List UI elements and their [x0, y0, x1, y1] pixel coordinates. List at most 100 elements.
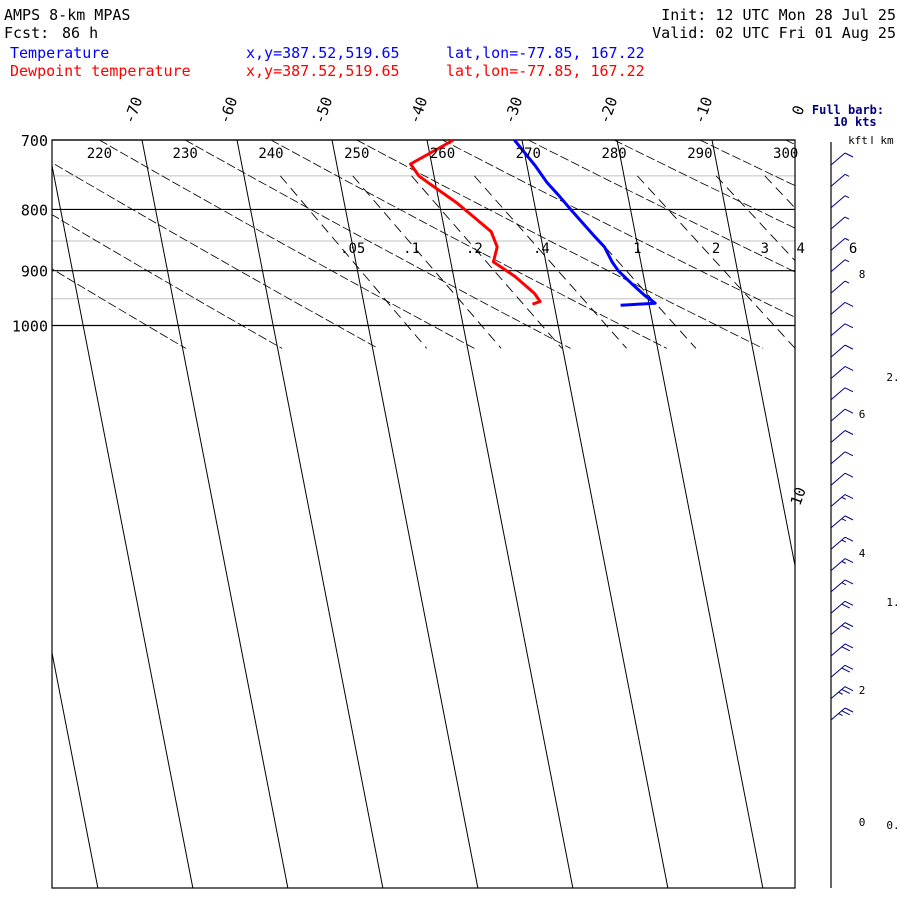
kft-unit-label: kft [848, 134, 868, 147]
dry-adiabat-label: 290 [687, 146, 712, 162]
wind-barb [830, 237, 850, 251]
mixing-ratio-label: 2 [712, 241, 720, 257]
wind-barb-flag [844, 643, 854, 649]
kft-tick-label: 8 [859, 268, 866, 281]
wind-barb-flag [844, 515, 854, 521]
wind-barb-staff [830, 579, 846, 593]
isotherm-line [52, 163, 194, 888]
wind-barb-staff [830, 259, 846, 273]
wind-barb [830, 536, 854, 550]
dry-adiabat-line [52, 162, 379, 349]
wind-barb-half-flag [838, 713, 843, 717]
pressure-tick-label: 800 [21, 201, 48, 219]
kft-tick-label: 4 [859, 547, 866, 560]
wind-barb-flag [841, 689, 851, 694]
mixing-ratio-line [764, 175, 795, 209]
wind-barb [830, 408, 854, 422]
isotherm-line [0, 140, 3, 888]
pressure-tick-label: 700 [21, 132, 48, 150]
wind-barb [830, 558, 854, 571]
isotherm-line [236, 140, 384, 888]
wind-barb-staff [830, 643, 846, 657]
mixing-ratio-label: .4 [533, 241, 550, 257]
wind-barb-flag [841, 624, 851, 630]
temperature-legend-label: Temperature [10, 44, 110, 62]
temperature-profile [513, 140, 657, 307]
wind-barb-flag [844, 622, 854, 628]
dry-adiabat-line [442, 140, 795, 318]
wind-barb [830, 494, 854, 507]
mixing-ratio-line [892, 176, 900, 348]
isotherm-label: 0 [788, 103, 808, 118]
wind-barb [830, 579, 854, 593]
wind-barb-staff [830, 408, 846, 422]
wind-barb-flag [844, 686, 854, 692]
wind-barb-staff [830, 366, 846, 379]
km-unit-label: km [880, 134, 894, 147]
wind-barb-flag [841, 603, 851, 609]
barb-legend-speed: 10 kts [833, 115, 876, 129]
isotherm-label: -40 [405, 94, 431, 126]
wind-barb-half-flag [844, 280, 850, 284]
pressure-tick-label: 1000 [12, 317, 48, 335]
dry-adiabat-label: 220 [87, 146, 112, 162]
wind-barb-staff [830, 173, 846, 187]
wind-barb [830, 173, 850, 187]
wind-barb-staff [830, 238, 846, 251]
wind-barb-flag [844, 301, 854, 307]
mixing-ratio-label: 4 [796, 241, 804, 257]
dry-adiabat-label: 250 [344, 146, 369, 162]
mixing-ratio-label: .05 [340, 241, 365, 257]
wind-barb-half-flag [844, 216, 850, 220]
wind-barb-flag [844, 600, 854, 606]
isotherm-line [52, 650, 99, 888]
wind-barb-staff [830, 152, 846, 166]
wind-barb-half-flag [844, 173, 850, 177]
wind-barb-staff [830, 622, 846, 635]
km-tick-label: 1. [886, 596, 899, 609]
wind-barb [830, 643, 854, 657]
mixing-ratio-line [636, 175, 795, 349]
wind-barb-flag [844, 323, 854, 329]
wind-barb-staff [830, 387, 846, 401]
plot-frame [51, 139, 796, 889]
wind-barb [830, 216, 850, 230]
isotherm-line [521, 140, 669, 888]
dry-adiabat-line [99, 140, 475, 349]
wind-barb-flag [841, 667, 851, 673]
isotherm-label: -30 [500, 94, 526, 126]
forecast-label: Fcst: [4, 24, 50, 42]
wind-barb [830, 366, 854, 379]
wind-barb [830, 707, 854, 721]
wind-barb-flag [841, 646, 851, 652]
wind-barb-staff [830, 451, 846, 465]
dry-adiabat-line [872, 140, 900, 348]
valid-time: Valid: 02 UTC Fri 01 Aug 25 [652, 24, 896, 42]
km-tick-label: 0. [886, 819, 899, 832]
wind-barb-staff [830, 558, 846, 571]
wind-barb [830, 259, 850, 273]
isotherm-label: -10 [690, 94, 716, 126]
mixing-ratio-line [352, 175, 502, 349]
isotherm-line [616, 140, 764, 888]
km-tick-label: 2. [886, 371, 899, 384]
mixing-ratio-label: .1 [403, 241, 420, 257]
dry-adiabat-label: 230 [173, 146, 198, 162]
mixing-ratio-label: 3 [761, 241, 769, 257]
kft-tick-label: 6 [859, 408, 866, 421]
isotherm-line [426, 140, 574, 888]
isotherm-line [711, 140, 795, 569]
wind-barb-flag [844, 579, 854, 585]
model-title: AMPS 8-km MPAS [4, 6, 131, 24]
wind-barb-half-flag [841, 518, 847, 522]
isotherm-line [141, 140, 289, 888]
wind-barb-staff [830, 494, 846, 507]
wind-barb [830, 472, 854, 486]
dry-adiabat-line [185, 140, 571, 349]
wind-barb [830, 430, 854, 443]
wind-barb-half-flag [844, 195, 850, 199]
dry-adiabat-label: 260 [430, 146, 455, 162]
wind-barb [830, 622, 854, 635]
wind-barb-flag [844, 558, 854, 564]
wind-barb [830, 387, 854, 401]
